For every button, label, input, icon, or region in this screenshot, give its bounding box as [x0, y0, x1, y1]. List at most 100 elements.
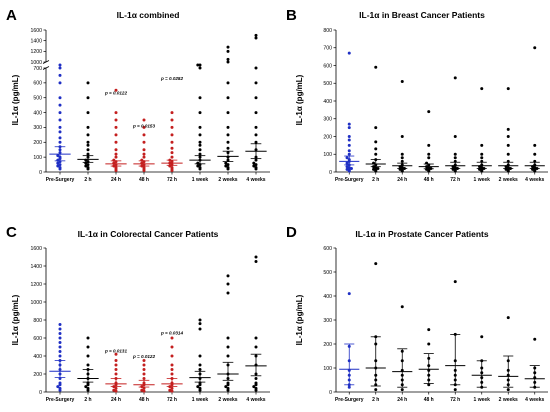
data-point-c: [198, 363, 202, 367]
data-point-c: [170, 336, 174, 340]
data-point-a: [252, 161, 256, 165]
data-point-a: [58, 136, 62, 140]
data-point-a: [196, 164, 200, 168]
y-tick-label-a: 300: [33, 125, 42, 131]
x-tick-label-d: 1 week: [474, 397, 491, 403]
y-tick-label-a: 1200: [30, 49, 42, 55]
x-tick-label-d: 24 h: [397, 397, 407, 403]
data-point-c: [254, 386, 258, 390]
y-tick-label-c: 0: [39, 390, 42, 396]
data-point-b: [427, 143, 431, 147]
data-point-a: [198, 96, 202, 100]
data-point-c: [170, 363, 174, 367]
panel-letter-a: A: [6, 7, 17, 24]
y-tick-label-b: 200: [323, 134, 332, 140]
data-point-a: [142, 152, 146, 156]
data-point-c: [86, 336, 90, 340]
data-point-a: [56, 164, 60, 168]
data-point-c: [198, 318, 202, 322]
data-point-a: [226, 125, 230, 129]
y-axis-label-d: IL-1α (pg/mL): [295, 294, 304, 345]
data-point-a: [114, 111, 118, 115]
data-point-a: [86, 152, 90, 156]
data-point-d: [480, 335, 484, 339]
data-point-a: [114, 140, 118, 144]
data-point-b: [347, 126, 351, 130]
x-tick-label-b: 48 h: [424, 177, 434, 183]
data-point-d: [400, 388, 404, 392]
data-point-c: [58, 345, 62, 349]
data-point-b: [427, 110, 431, 114]
data-point-a: [254, 125, 258, 129]
data-point-b: [506, 127, 510, 131]
data-point-c: [198, 386, 202, 390]
data-point-b: [506, 143, 510, 147]
data-point-a: [114, 155, 118, 159]
data-point-a: [114, 88, 118, 92]
data-point-a: [170, 140, 174, 144]
data-point-d: [506, 316, 510, 320]
data-point-b: [400, 159, 404, 163]
data-point-c: [198, 354, 202, 358]
panel-letter-d: D: [286, 224, 297, 241]
data-point-a: [226, 163, 230, 167]
y-tick-label-c: 800: [33, 318, 42, 324]
data-point-b: [347, 152, 351, 156]
data-point-b: [400, 79, 404, 83]
data-point-a: [58, 130, 62, 134]
y-tick-label-d: 100: [323, 366, 332, 372]
data-point-a: [84, 164, 88, 168]
y-tick-label-d: 500: [323, 270, 332, 276]
data-point-c: [168, 388, 172, 392]
data-point-c: [86, 345, 90, 349]
data-point-a: [198, 133, 202, 137]
data-point-c: [254, 345, 258, 349]
data-point-c: [170, 386, 174, 390]
data-point-b: [400, 135, 404, 138]
x-tick-label-c: 1 week: [192, 397, 209, 403]
data-point-c: [196, 385, 200, 389]
data-point-d: [427, 383, 431, 387]
data-point-a: [226, 49, 230, 53]
data-point-d: [453, 280, 457, 284]
data-point-b: [427, 152, 431, 156]
y-tick-label-d: 200: [323, 342, 332, 348]
x-tick-label-b: 2 h: [372, 177, 379, 183]
data-point-d: [427, 342, 431, 346]
data-point-c: [224, 385, 228, 389]
data-point-b: [453, 135, 457, 138]
data-point-b: [453, 152, 457, 156]
y-axis-label-c: IL-1α (pg/mL): [11, 294, 20, 345]
data-point-b: [345, 167, 349, 171]
x-tick-label-a: 72 h: [167, 177, 177, 183]
data-point-d: [453, 388, 457, 392]
y-tick-label-a: 700: [33, 66, 42, 72]
data-point-b: [347, 122, 351, 126]
data-point-b: [427, 156, 431, 160]
x-tick-label-d: 2 weeks: [499, 397, 518, 403]
data-point-a: [170, 151, 174, 155]
data-point-a: [170, 155, 174, 159]
data-point-a: [58, 63, 62, 67]
x-tick-label-c: 2 weeks: [218, 397, 237, 403]
data-point-c: [112, 388, 116, 392]
data-point-a: [252, 164, 256, 168]
x-tick-label-c: 4 weeks: [246, 397, 265, 403]
data-point-b: [374, 126, 378, 130]
data-point-a: [198, 143, 202, 147]
p-value-label-a: p = 0.0153: [132, 123, 156, 128]
x-tick-label-a: 24 h: [111, 177, 121, 183]
data-point-b: [400, 156, 404, 160]
data-point-a: [170, 111, 174, 115]
data-point-b: [374, 65, 378, 69]
data-point-b: [506, 152, 510, 156]
data-point-a: [142, 118, 146, 122]
data-point-a: [86, 81, 90, 85]
data-point-c: [58, 336, 62, 340]
data-point-b: [506, 87, 510, 91]
y-tick-label-a: 0: [39, 170, 42, 176]
data-point-a: [142, 125, 146, 129]
data-point-a: [226, 133, 230, 137]
x-tick-label-b: Pre-Surgery: [335, 177, 364, 183]
data-point-b: [480, 152, 484, 156]
